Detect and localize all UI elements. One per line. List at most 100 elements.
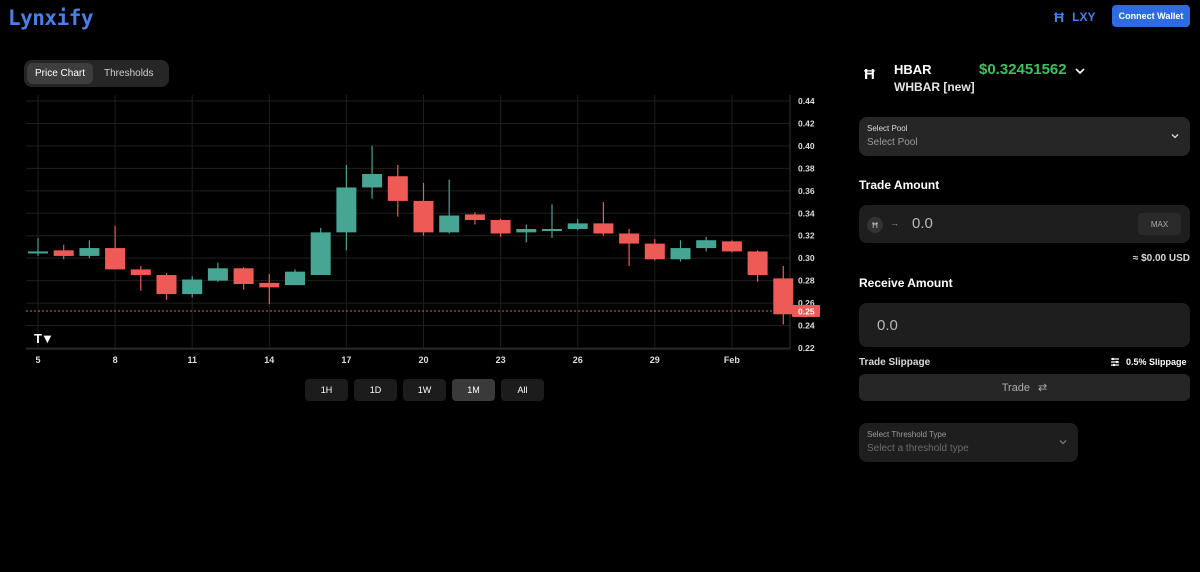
tab-thresholds[interactable]: Thresholds: [104, 68, 154, 79]
slippage-value: 0.5% Slippage: [1126, 357, 1187, 367]
range-1h-button[interactable]: 1H: [305, 379, 348, 401]
x-tick-label: 8: [113, 355, 118, 365]
range-all-button[interactable]: All: [501, 379, 544, 401]
token-name: HBAR: [894, 62, 932, 77]
candle-body[interactable]: [644, 243, 665, 260]
select-pool-placeholder: Select Pool: [867, 137, 918, 148]
lxy-label: LXY: [1072, 10, 1096, 24]
trade-amount-title: Trade Amount: [859, 178, 940, 192]
arrow-right-icon: →: [890, 218, 899, 228]
x-tick-label: 11: [187, 355, 197, 365]
receive-amount-field: 0.0: [859, 303, 1190, 347]
tradingview-logo-icon[interactable]: T▼: [34, 331, 54, 346]
candle-body[interactable]: [696, 240, 717, 249]
app-logo[interactable]: Lynxify: [8, 6, 94, 30]
select-pool-label: Select Pool: [867, 124, 908, 133]
threshold-type-dropdown[interactable]: Select Threshold Type Select a threshold…: [859, 423, 1078, 462]
y-tick-label: 0.28: [798, 276, 815, 286]
y-tick-label: 0.32: [798, 231, 815, 241]
current-price-badge: [792, 304, 820, 317]
candle-body[interactable]: [413, 200, 434, 233]
swap-arrows-icon: ⇄: [1038, 382, 1048, 394]
candle-body[interactable]: [773, 278, 794, 315]
x-tick-label: 5: [35, 355, 40, 365]
receive-amount-title: Receive Amount: [859, 276, 953, 290]
chevron-down-icon: [1059, 440, 1067, 445]
candle-body[interactable]: [747, 251, 768, 276]
candle-body[interactable]: [670, 248, 691, 260]
range-1m-button[interactable]: 1M: [452, 379, 495, 401]
lxy-icon: Ħ: [1054, 9, 1065, 25]
candle-body[interactable]: [28, 251, 48, 254]
candle-body[interactable]: [721, 241, 742, 252]
threshold-type-label: Select Threshold Type: [867, 430, 947, 439]
trade-button-label: Trade: [1001, 381, 1031, 394]
hbar-icon: Ħ: [864, 66, 875, 83]
candle-body[interactable]: [105, 248, 126, 270]
tab-price-chart[interactable]: Price Chart: [27, 63, 94, 84]
current-price-label: 0.25: [798, 306, 815, 316]
slippage-settings-button[interactable]: 0.5% Slippage: [1110, 357, 1187, 367]
trade-amount-input[interactable]: 0.0: [912, 215, 933, 232]
threshold-type-placeholder: Select a threshold type: [867, 443, 969, 454]
candle-body[interactable]: [567, 223, 588, 229]
y-tick-label: 0.34: [798, 208, 815, 218]
candle-body[interactable]: [516, 228, 537, 233]
range-1d-button[interactable]: 1D: [354, 379, 397, 401]
time-range-selector: 1H 1D 1W 1M All: [305, 379, 544, 401]
token-pair-name: WHBAR [new]: [894, 80, 975, 94]
candle-body[interactable]: [542, 228, 562, 231]
max-button[interactable]: MAX: [1138, 213, 1181, 235]
candle-body[interactable]: [310, 232, 331, 276]
x-tick-label: 23: [496, 355, 506, 365]
sliders-icon: [1111, 357, 1119, 367]
connect-wallet-button[interactable]: Connect Wallet: [1112, 5, 1190, 27]
receive-amount-value: 0.0: [877, 317, 898, 334]
candle-body[interactable]: [233, 268, 254, 285]
x-tick-label: 17: [341, 355, 351, 365]
y-tick-label: 0.26: [798, 298, 815, 308]
y-tick-label: 0.42: [798, 118, 815, 128]
y-tick-label: 0.36: [798, 186, 815, 196]
y-tick-label: 0.40: [798, 141, 815, 151]
y-tick-label: 0.24: [798, 321, 815, 331]
candle-body[interactable]: [130, 269, 151, 276]
select-pool-dropdown[interactable]: Select Pool Select Pool: [859, 117, 1190, 156]
x-tick-label: 29: [650, 355, 660, 365]
candle-body[interactable]: [207, 268, 228, 281]
range-1w-button[interactable]: 1W: [403, 379, 446, 401]
candle-body[interactable]: [490, 220, 511, 234]
x-tick-label: Feb: [724, 355, 741, 365]
candle-body[interactable]: [593, 223, 614, 234]
candle-body[interactable]: [387, 176, 408, 201]
trade-slippage-label: Trade Slippage: [859, 357, 931, 368]
candle-body[interactable]: [182, 279, 203, 295]
chart-tab-bar: Price Chart Thresholds: [24, 60, 169, 87]
candle-body[interactable]: [464, 214, 485, 221]
lxy-token-link[interactable]: Ħ LXY: [1054, 9, 1095, 25]
candle-body[interactable]: [362, 173, 383, 188]
trade-amount-field[interactable]: Ħ → 0.0 MAX: [859, 205, 1190, 243]
x-tick-label: 26: [573, 355, 583, 365]
candle-body[interactable]: [439, 215, 460, 233]
y-tick-label: 0.38: [798, 163, 815, 173]
candle-body[interactable]: [285, 271, 305, 286]
token-price: $0.32451562: [979, 61, 1067, 78]
candle-body[interactable]: [53, 250, 74, 256]
y-tick-label: 0.22: [798, 343, 815, 353]
candle-body[interactable]: [619, 233, 640, 244]
candle-body[interactable]: [259, 282, 280, 288]
chevron-down-icon: [1171, 134, 1179, 139]
x-tick-label: 20: [418, 355, 428, 365]
y-tick-label: 0.44: [798, 96, 815, 106]
hbar-token-icon[interactable]: Ħ: [867, 217, 883, 233]
usd-estimate: ≈ $0.00 USD: [1132, 253, 1190, 264]
candlestick-chart-svg[interactable]: 5 8 11 14 17 20 23 26 29 Feb 0.44 0.42 0.40 0.38 0.36 0…: [26, 95, 826, 370]
x-tick-label: 14: [264, 355, 274, 365]
chevron-down-icon[interactable]: [1073, 64, 1087, 78]
candle-body[interactable]: [79, 248, 100, 256]
trade-button[interactable]: Trade ⇄: [859, 374, 1190, 401]
price-chart[interactable]: 5 8 11 14 17 20 23 26 29 Feb 0.44 0.42 0.40 0.38 0.36 0…: [26, 95, 826, 370]
candle-body[interactable]: [336, 187, 357, 233]
candle-body[interactable]: [156, 275, 177, 295]
